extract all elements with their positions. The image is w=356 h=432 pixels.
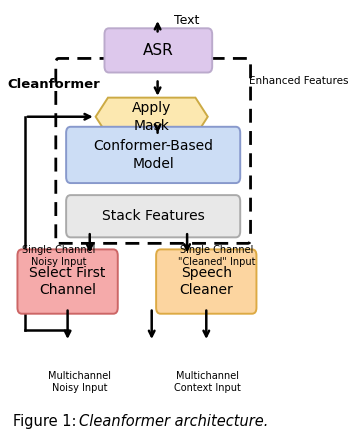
Text: Single Channel
Noisy Input: Single Channel Noisy Input xyxy=(22,245,95,267)
Text: Cleanformer architecture.: Cleanformer architecture. xyxy=(79,414,269,429)
FancyBboxPatch shape xyxy=(66,127,240,183)
Polygon shape xyxy=(96,98,208,136)
Text: Speech
Cleaner: Speech Cleaner xyxy=(179,266,233,298)
Text: Figure 1:: Figure 1: xyxy=(13,414,81,429)
Text: Multichannel
Context Input: Multichannel Context Input xyxy=(174,371,241,393)
Text: ASR: ASR xyxy=(143,43,174,58)
FancyBboxPatch shape xyxy=(156,249,256,314)
Text: Cleanformer: Cleanformer xyxy=(7,78,100,91)
Text: Multichannel
Noisy Input: Multichannel Noisy Input xyxy=(48,371,111,393)
FancyBboxPatch shape xyxy=(17,249,118,314)
Text: Enhanced Features: Enhanced Features xyxy=(249,76,349,86)
Text: Apply
Mask: Apply Mask xyxy=(132,101,171,133)
FancyBboxPatch shape xyxy=(105,28,212,73)
FancyBboxPatch shape xyxy=(66,195,240,237)
Text: Select First
Channel: Select First Channel xyxy=(30,266,106,298)
Text: Stack Features: Stack Features xyxy=(102,209,205,223)
Text: Text: Text xyxy=(174,14,199,27)
Text: Conformer-Based
Model: Conformer-Based Model xyxy=(93,139,213,171)
Text: Single Channel
"Cleaned" Input: Single Channel "Cleaned" Input xyxy=(178,245,255,267)
